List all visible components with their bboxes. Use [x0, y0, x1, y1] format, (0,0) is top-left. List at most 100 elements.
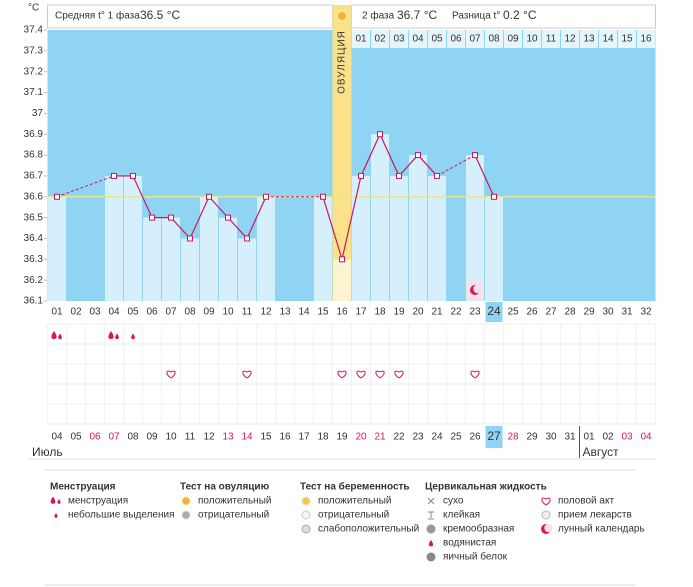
temperature-bar — [485, 196, 503, 301]
phase2-cell — [390, 30, 408, 48]
date-label: 18 — [317, 432, 329, 443]
x-tick-label: 09 — [203, 307, 215, 318]
temperature-point — [168, 214, 174, 221]
legend-icon — [428, 511, 434, 520]
x-tick-label: 13 — [279, 307, 291, 318]
date-label: 29 — [526, 432, 538, 443]
temperature-point — [130, 172, 136, 179]
x-tick-label: 15 — [317, 307, 329, 318]
y-tick-label: 36.1 — [24, 296, 44, 307]
temperature-point — [149, 214, 155, 221]
legend-item: отрицательный — [318, 510, 389, 521]
date-label: 05 — [70, 432, 82, 443]
legend-icon — [301, 524, 311, 534]
intercourse-icon — [375, 370, 385, 379]
date-label: 03 — [621, 432, 633, 443]
y-tick-label: 37.3 — [24, 45, 44, 56]
temperature-bar — [371, 134, 389, 301]
temperature-bar — [181, 238, 199, 301]
x-tick-label: 26 — [526, 307, 538, 318]
x-tick-label: 07 — [165, 307, 177, 318]
phase2-cell — [428, 30, 446, 48]
x-tick-label: 21 — [431, 307, 443, 318]
phase2-cell — [618, 30, 636, 48]
temperature-bar — [143, 217, 161, 301]
intercourse-icon — [242, 370, 252, 379]
date-label: 11 — [185, 432, 196, 443]
temperature-point — [54, 193, 60, 200]
legend-icon — [50, 496, 56, 504]
legend-icon — [541, 497, 551, 506]
date-label: 21 — [374, 432, 386, 443]
date-label: 08 — [127, 432, 139, 443]
intercourse-icon — [166, 370, 176, 379]
x-tick-label: 30 — [602, 307, 614, 318]
legend-item: прием лекарств — [558, 510, 632, 521]
legend-item: сухо — [443, 496, 464, 507]
phase2-cell — [599, 30, 617, 48]
y-tick-label: 36.7 — [24, 171, 44, 182]
date-label: 04 — [51, 432, 63, 443]
phase2-day: 14 — [602, 34, 614, 45]
phase1-value: 36.5 °C — [140, 8, 180, 22]
date-label: 12 — [203, 432, 215, 443]
phase2-value: 36.7 °C — [397, 8, 437, 22]
x-tick-label: 14 — [298, 307, 310, 318]
date-label: 09 — [146, 432, 158, 443]
phase2-day: 05 — [431, 34, 443, 45]
y-tick-label: 37 — [32, 108, 44, 119]
date-label: 15 — [260, 432, 272, 443]
temperature-point — [358, 172, 364, 179]
temperature-bar — [314, 196, 332, 301]
phase2-day: 09 — [507, 34, 519, 45]
x-tick-label: 31 — [621, 307, 633, 318]
y-tick-label: 36.6 — [24, 191, 44, 202]
date-label: 13 — [222, 432, 234, 443]
date-label: 24 — [431, 432, 443, 443]
phase2-cell — [371, 30, 389, 48]
diff-label: Разница t° — [452, 11, 500, 22]
legend-icon — [181, 510, 191, 520]
legend-icon — [426, 552, 436, 562]
temperature-bar — [390, 175, 408, 301]
legend-icon — [428, 540, 434, 547]
ovulation-band — [332, 5, 352, 301]
y-tick-label: 37.4 — [24, 25, 44, 36]
temperature-line — [474, 154, 495, 198]
x-tick-label: 10 — [222, 307, 234, 318]
temperature-point — [472, 152, 478, 159]
date-label: 28 — [507, 432, 519, 443]
temperature-bar — [162, 217, 180, 301]
legend-icon — [57, 499, 61, 504]
menstruation-icon — [115, 333, 119, 340]
phase2-day: 04 — [412, 34, 424, 45]
legend-item: слабоположительный — [318, 523, 419, 535]
x-tick-label: 23 — [469, 307, 481, 318]
x-tick-label: 29 — [583, 307, 595, 318]
phase2-day: 10 — [526, 34, 538, 45]
phase2-cell — [561, 30, 579, 48]
temperature-point — [225, 214, 231, 221]
legend-title: Тест на овуляцию — [180, 482, 270, 493]
date-label: 27 — [487, 429, 501, 443]
phase2-cell — [637, 30, 655, 48]
legend-item: лунный календарь — [558, 524, 645, 535]
date-label: 22 — [393, 432, 405, 443]
legend-item: положительный — [318, 496, 391, 507]
x-tick-label: 05 — [127, 307, 139, 318]
y-tick-label: 36.3 — [24, 254, 44, 265]
temperature-bar — [200, 196, 218, 301]
x-tick-label: 08 — [184, 307, 196, 318]
date-label: 06 — [89, 432, 101, 443]
x-tick-label: 28 — [564, 307, 576, 318]
date-label: 16 — [279, 432, 291, 443]
phase2-cell — [409, 30, 427, 48]
menstruation-icon — [51, 331, 57, 339]
x-tick-label: 12 — [260, 307, 272, 318]
phase2-day: 01 — [355, 34, 367, 45]
temperature-point — [206, 193, 212, 200]
phase2-cell — [466, 30, 484, 48]
current-day — [485, 302, 503, 322]
phase2-day: 06 — [450, 34, 462, 45]
